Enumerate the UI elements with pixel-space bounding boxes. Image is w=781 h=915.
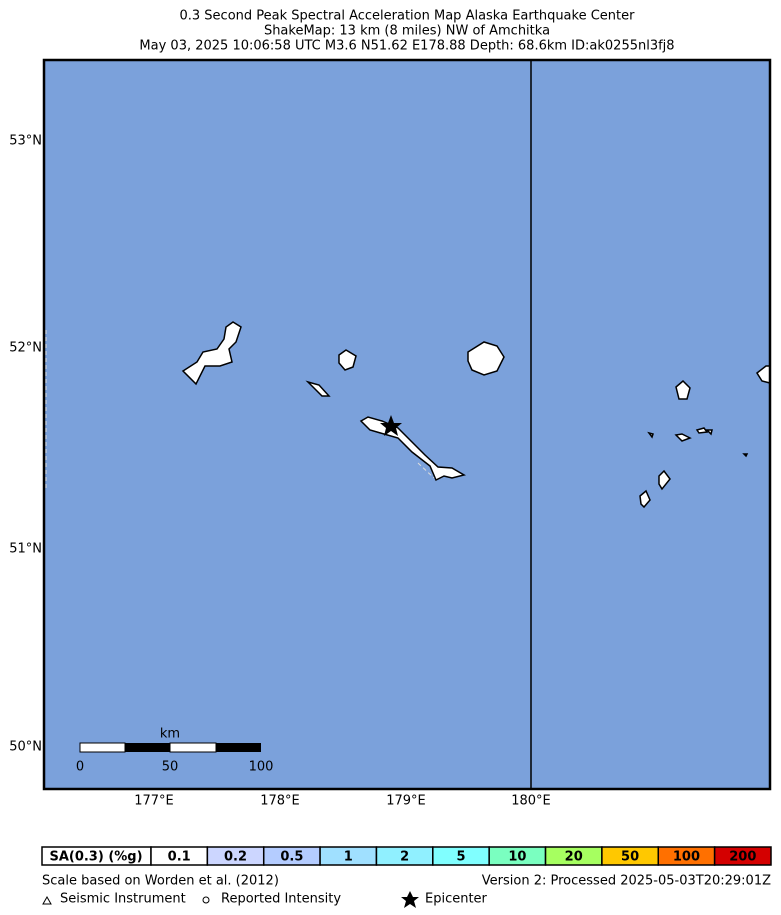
scale-unit: km [160, 727, 180, 742]
legend-bin [713, 846, 772, 866]
lat-label: 51°N [9, 542, 42, 557]
legend-bin-label: 100 [673, 850, 700, 865]
map-frame [42, 58, 772, 791]
symbol-label: Seismic Instrument [60, 892, 186, 907]
lat-label: 53°N [9, 134, 42, 149]
lon-label: 177°E [134, 794, 174, 809]
symbol-label: Epicenter [425, 892, 488, 907]
island [338, 349, 357, 371]
legend-bin-label: 200 [729, 850, 756, 865]
title-line: 0.3 Second Peak Spectral Acceleration Ma… [180, 9, 636, 24]
fault-line [417, 462, 435, 479]
epicenter-symbol [401, 891, 419, 908]
instrument-symbol [42, 895, 52, 905]
lat-label: 52°N [9, 341, 42, 356]
island [647, 431, 654, 439]
title-line: May 03, 2025 10:06:58 UTC M3.6 N51.62 E1… [139, 39, 674, 54]
island [658, 469, 671, 491]
island [639, 489, 651, 509]
legend-bin-label: 20 [565, 850, 583, 865]
legend-header: SA(0.3) (%g) [49, 850, 142, 865]
island [181, 321, 242, 386]
map: km 0 50 100 [42, 58, 772, 791]
lon-label: 179°E [386, 794, 426, 809]
legend-bin-label: 0.2 [224, 850, 247, 865]
island [695, 427, 709, 434]
island [742, 453, 749, 458]
intensity-symbol [202, 896, 210, 904]
scale-label: 50 [162, 760, 179, 775]
island [675, 379, 691, 400]
legend-bin-label: 5 [456, 850, 465, 865]
version: Version 2: Processed 2025-05-03T20:29:01… [482, 874, 771, 889]
lat-label: 50°N [9, 740, 42, 755]
legend-bin-label: 50 [621, 850, 639, 865]
epicenter [380, 415, 402, 436]
island [467, 341, 505, 376]
reference: Scale based on Worden et al. (2012) [42, 874, 279, 889]
legend-bin-label: 1 [344, 850, 353, 865]
scale-bar: km 0 50 100 [76, 727, 274, 775]
legend: SA(0.3) (%g) 0.1 0.2 0.5 1 2 5 10 20 50 100 200 [41, 846, 772, 866]
legend-bin-label: 2 [400, 850, 409, 865]
legend-bin-label: 10 [508, 850, 526, 865]
island [674, 433, 692, 442]
ocean [44, 60, 770, 789]
symbol-label: Reported Intensity [221, 892, 341, 907]
island [705, 429, 713, 436]
scale-label: 100 [249, 760, 274, 775]
lon-label: 178°E [260, 794, 300, 809]
scale-label: 0 [76, 760, 84, 775]
title-line: ShakeMap: 13 km (8 miles) NW of Amchitka [264, 24, 550, 39]
island [305, 380, 331, 397]
legend-bin-label: 0.5 [280, 850, 303, 865]
lon-label: 180°E [511, 794, 551, 809]
legend-bin-label: 0.1 [168, 850, 191, 865]
